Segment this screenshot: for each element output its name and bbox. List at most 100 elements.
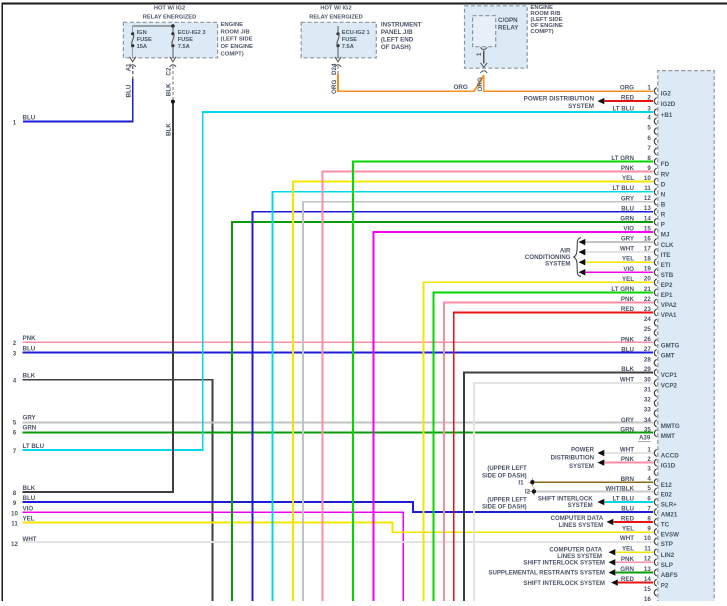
svg-text:LIN2: LIN2 <box>661 552 675 559</box>
svg-text:MJ: MJ <box>661 232 670 239</box>
svg-text:BLK: BLK <box>166 83 173 96</box>
svg-text:16: 16 <box>644 596 651 601</box>
svg-text:GRY: GRY <box>621 236 635 243</box>
svg-text:(UPPER LEFT: (UPPER LEFT <box>487 466 527 472</box>
svg-text:YEL: YEL <box>622 546 634 553</box>
svg-text:YEL: YEL <box>622 276 634 283</box>
svg-text:RED: RED <box>621 306 635 313</box>
svg-text:PNK: PNK <box>621 336 635 343</box>
svg-text:I1: I1 <box>518 479 524 486</box>
svg-text:COMPUTER DATA: COMPUTER DATA <box>551 515 604 522</box>
svg-text:VCP2: VCP2 <box>661 383 678 390</box>
svg-text:+B1: +B1 <box>661 112 673 119</box>
svg-text:SHIFT INTERLOCK: SHIFT INTERLOCK <box>538 495 593 502</box>
svg-text:EP1: EP1 <box>661 292 673 299</box>
svg-text:CONDITIONING: CONDITIONING <box>525 254 571 261</box>
svg-text:VIO: VIO <box>623 266 634 273</box>
svg-text:3: 3 <box>13 350 17 357</box>
svg-text:BLU: BLU <box>23 345 36 352</box>
svg-text:27: 27 <box>644 346 651 353</box>
svg-text:11: 11 <box>644 546 651 553</box>
svg-text:6: 6 <box>647 495 651 502</box>
svg-text:RELAY ENERGIZED: RELAY ENERGIZED <box>309 14 362 20</box>
svg-text:13: 13 <box>644 566 651 573</box>
svg-text:12: 12 <box>11 541 18 548</box>
svg-text:11: 11 <box>11 521 18 528</box>
svg-text:GRN: GRN <box>23 425 37 432</box>
svg-text:WHT: WHT <box>23 536 37 543</box>
svg-text:12: 12 <box>644 556 651 563</box>
svg-text:6: 6 <box>647 135 651 142</box>
svg-text:ORG: ORG <box>620 85 634 92</box>
svg-text:4: 4 <box>13 378 17 385</box>
svg-text:POWER: POWER <box>571 446 595 453</box>
svg-text:WHT: WHT <box>620 246 634 253</box>
svg-text:1: 1 <box>477 52 483 56</box>
svg-text:VIO: VIO <box>623 225 634 232</box>
svg-text:PNK: PNK <box>621 456 635 463</box>
svg-text:ABFS: ABFS <box>661 572 678 579</box>
svg-text:ORG: ORG <box>453 84 467 91</box>
svg-text:MMTG: MMTG <box>661 423 680 430</box>
svg-text:21: 21 <box>644 286 651 293</box>
svg-text:15: 15 <box>644 586 651 593</box>
svg-text:18: 18 <box>644 256 651 263</box>
svg-text:A1: A1 <box>126 63 133 72</box>
svg-text:WHT/BLK: WHT/BLK <box>605 485 634 492</box>
svg-text:(LEFT SIDE: (LEFT SIDE <box>221 37 253 43</box>
svg-text:PANEL J/B: PANEL J/B <box>381 29 413 36</box>
svg-text:4: 4 <box>647 115 651 122</box>
svg-text:N: N <box>661 191 666 198</box>
svg-text:VCP1: VCP1 <box>661 372 678 379</box>
svg-text:6: 6 <box>13 430 17 437</box>
svg-text:SIDE OF DASH): SIDE OF DASH) <box>482 504 527 510</box>
svg-text:19: 19 <box>644 266 651 273</box>
svg-text:31: 31 <box>644 387 651 394</box>
svg-text:EVSW: EVSW <box>661 532 679 539</box>
svg-text:BLU: BLU <box>23 114 36 121</box>
svg-text:30: 30 <box>644 376 651 383</box>
svg-text:WHT: WHT <box>620 377 634 384</box>
svg-text:RELAY ENERGIZED: RELAY ENERGIZED <box>143 14 196 20</box>
svg-text:SHIFT INTERLOCK SYSTEM: SHIFT INTERLOCK SYSTEM <box>523 580 605 587</box>
svg-text:3: 3 <box>647 106 651 113</box>
svg-text:GMTG: GMTG <box>661 342 680 349</box>
svg-text:C/OPN: C/OPN <box>498 17 518 24</box>
svg-text:EP2: EP2 <box>661 282 673 289</box>
svg-text:IGN: IGN <box>137 30 147 36</box>
svg-text:10: 10 <box>11 510 18 517</box>
svg-text:LT BLU: LT BLU <box>612 185 634 192</box>
svg-text:11: 11 <box>644 185 651 192</box>
svg-text:BLK: BLK <box>23 373 36 380</box>
svg-text:BLU: BLU <box>621 205 634 212</box>
svg-text:COMPT): COMPT) <box>221 52 244 58</box>
svg-text:BLU: BLU <box>621 346 634 353</box>
svg-text:7: 7 <box>647 505 651 512</box>
svg-text:LINES SYSTEM: LINES SYSTEM <box>557 553 602 560</box>
svg-text:DISTRIBUTION: DISTRIBUTION <box>551 455 594 462</box>
svg-text:R: R <box>661 212 666 219</box>
svg-text:YEL: YEL <box>622 175 634 182</box>
svg-text:SIDE OF DASH): SIDE OF DASH) <box>482 473 527 479</box>
svg-text:E02: E02 <box>661 492 673 499</box>
svg-text:POWER DISTRIBUTION: POWER DISTRIBUTION <box>524 95 595 102</box>
svg-text:SYSTEM: SYSTEM <box>568 502 593 509</box>
svg-text:12: 12 <box>644 195 651 202</box>
svg-text:5: 5 <box>647 125 651 132</box>
svg-text:MMT: MMT <box>661 433 675 440</box>
svg-text:GRY: GRY <box>621 195 635 202</box>
svg-text:9: 9 <box>647 525 651 532</box>
svg-text:29: 29 <box>644 366 651 373</box>
svg-text:GRN: GRN <box>620 566 634 573</box>
svg-text:VPA2: VPA2 <box>661 302 677 309</box>
svg-text:PNK: PNK <box>621 556 635 563</box>
svg-text:7: 7 <box>647 145 651 152</box>
svg-text:BLU: BLU <box>126 84 133 97</box>
svg-text:LT BLU: LT BLU <box>23 443 45 450</box>
svg-text:8: 8 <box>647 155 651 162</box>
svg-text:ROOM R/B: ROOM R/B <box>530 11 560 17</box>
svg-text:4: 4 <box>647 476 651 483</box>
svg-text:17: 17 <box>644 246 651 253</box>
svg-text:AM21: AM21 <box>661 512 678 519</box>
svg-text:2: 2 <box>647 456 651 463</box>
